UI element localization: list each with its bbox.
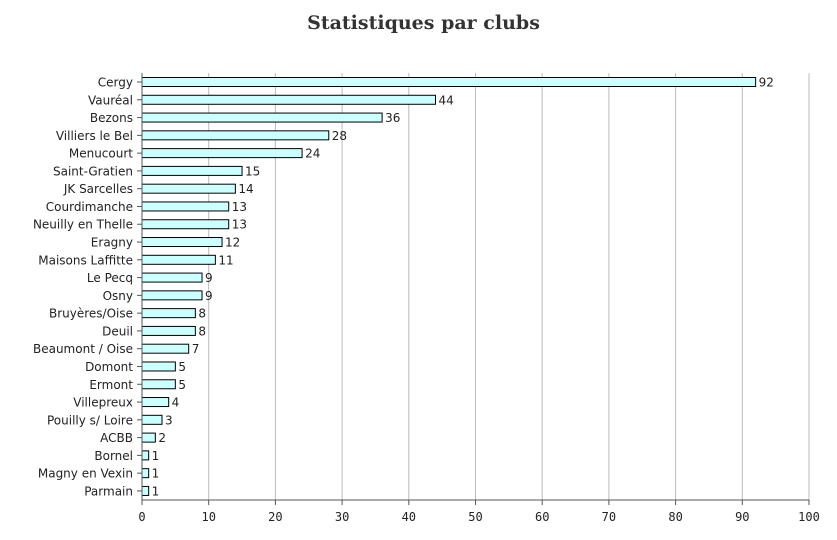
x-tick-label: 70 [602, 510, 616, 524]
bar [141, 468, 150, 479]
x-tick-label: 30 [335, 510, 349, 524]
category-label: Vauréal [88, 93, 133, 107]
bar [141, 183, 236, 194]
bar [141, 272, 203, 283]
data-label: 15 [245, 164, 260, 178]
category-label: Bornel [94, 449, 133, 463]
x-tick-label: 0 [138, 510, 145, 524]
data-label: 3 [165, 413, 173, 427]
data-label: 28 [332, 129, 347, 143]
bar [141, 450, 150, 461]
bar [141, 397, 170, 408]
data-label: 1 [152, 484, 160, 498]
x-tick-label: 90 [735, 510, 749, 524]
bar [141, 219, 230, 230]
bar [141, 290, 203, 301]
category-label: Bezons [90, 111, 133, 125]
bar [141, 165, 243, 176]
data-label: 12 [225, 236, 240, 250]
x-tick-label: 10 [201, 510, 215, 524]
bar [141, 325, 196, 336]
axes [137, 73, 810, 505]
category-label: Maisons Laffitte [38, 253, 133, 267]
chart-title: Statistiques par clubs [307, 12, 540, 34]
data-label: 8 [198, 324, 206, 338]
data-label: 24 [305, 147, 320, 161]
data-label: 5 [178, 378, 186, 392]
category-label: Domont [85, 360, 133, 374]
bar [141, 414, 163, 425]
category-label: Cergy [98, 76, 133, 90]
category-label: Ermont [89, 378, 133, 392]
category-label: Parmain [84, 484, 133, 498]
category-label: Villepreux [73, 396, 133, 410]
bar [141, 254, 216, 265]
data-label: 36 [385, 111, 400, 125]
x-tick-label: 20 [268, 510, 282, 524]
data-label: 1 [152, 449, 160, 463]
bar [141, 308, 196, 319]
bar [141, 361, 176, 372]
x-tick-label: 80 [668, 510, 682, 524]
category-label: JK Sarcelles [63, 182, 133, 196]
category-label: Bruyères/Oise [49, 307, 133, 321]
data-label: 5 [178, 360, 186, 374]
gridlines [208, 73, 810, 500]
category-label: Neuilly en Thelle [33, 218, 133, 232]
bar [141, 148, 303, 159]
data-label: 11 [218, 253, 233, 267]
category-label: Saint-Gratien [53, 164, 133, 178]
x-tick-label: 40 [402, 510, 416, 524]
category-label: Osny [103, 289, 133, 303]
category-label: Beaumont / Oise [33, 342, 133, 356]
bar [141, 130, 330, 141]
x-tick-label: 50 [468, 510, 482, 524]
data-label: 92 [759, 76, 774, 90]
data-label: 13 [232, 200, 247, 214]
bar [141, 77, 757, 87]
x-tick-label: 100 [798, 510, 820, 524]
data-label: 2 [158, 431, 166, 445]
category-label: Villiers le Bel [56, 129, 133, 143]
category-label: Pouilly s/ Loire [47, 413, 133, 427]
category-label: Eragny [91, 236, 133, 250]
data-label: 14 [238, 182, 253, 196]
data-label: 1 [152, 467, 160, 481]
bar [141, 237, 223, 248]
x-tick-label: 60 [535, 510, 549, 524]
data-label: 9 [205, 289, 213, 303]
data-label: 44 [438, 93, 453, 107]
data-label: 9 [205, 271, 213, 285]
bar [141, 343, 190, 354]
data-label: 13 [232, 218, 247, 232]
data-label: 4 [172, 396, 180, 410]
bar [141, 94, 436, 105]
bar [141, 485, 150, 496]
bars [141, 77, 757, 496]
category-label: Courdimanche [46, 200, 133, 214]
category-label: Magny en Vexin [38, 467, 133, 481]
data-label: 7 [192, 342, 200, 356]
bar [141, 112, 383, 123]
bar [141, 201, 230, 212]
category-label: Deuil [102, 324, 133, 338]
category-label: Le Pecq [87, 271, 133, 285]
category-label: Menucourt [69, 147, 133, 161]
bar [141, 379, 176, 390]
bar [141, 432, 156, 443]
data-label: 8 [198, 307, 206, 321]
category-label: ACBB [100, 431, 133, 445]
